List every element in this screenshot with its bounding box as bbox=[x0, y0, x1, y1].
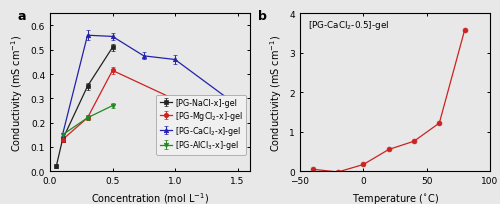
Y-axis label: Conductivity (mS cm$^{-1}$): Conductivity (mS cm$^{-1}$) bbox=[268, 34, 284, 151]
X-axis label: Concentration (mol L$^{-1}$): Concentration (mol L$^{-1}$) bbox=[91, 191, 209, 204]
Legend: [PG-NaCl-x]-gel, [PG-MgCl$_2$-x]-gel, [PG-CaCl$_2$-x]-gel, [PG-AlCl$_3$-x]-gel: [PG-NaCl-x]-gel, [PG-MgCl$_2$-x]-gel, [P… bbox=[156, 95, 246, 155]
Y-axis label: Conductivity (mS cm$^{-1}$): Conductivity (mS cm$^{-1}$) bbox=[10, 34, 25, 151]
Text: a: a bbox=[18, 10, 26, 22]
Text: [PG-CaCl$_2$-0.5]-gel: [PG-CaCl$_2$-0.5]-gel bbox=[308, 19, 389, 32]
Text: b: b bbox=[258, 10, 267, 22]
X-axis label: Temperature ($^{\circ}$C): Temperature ($^{\circ}$C) bbox=[352, 191, 438, 204]
